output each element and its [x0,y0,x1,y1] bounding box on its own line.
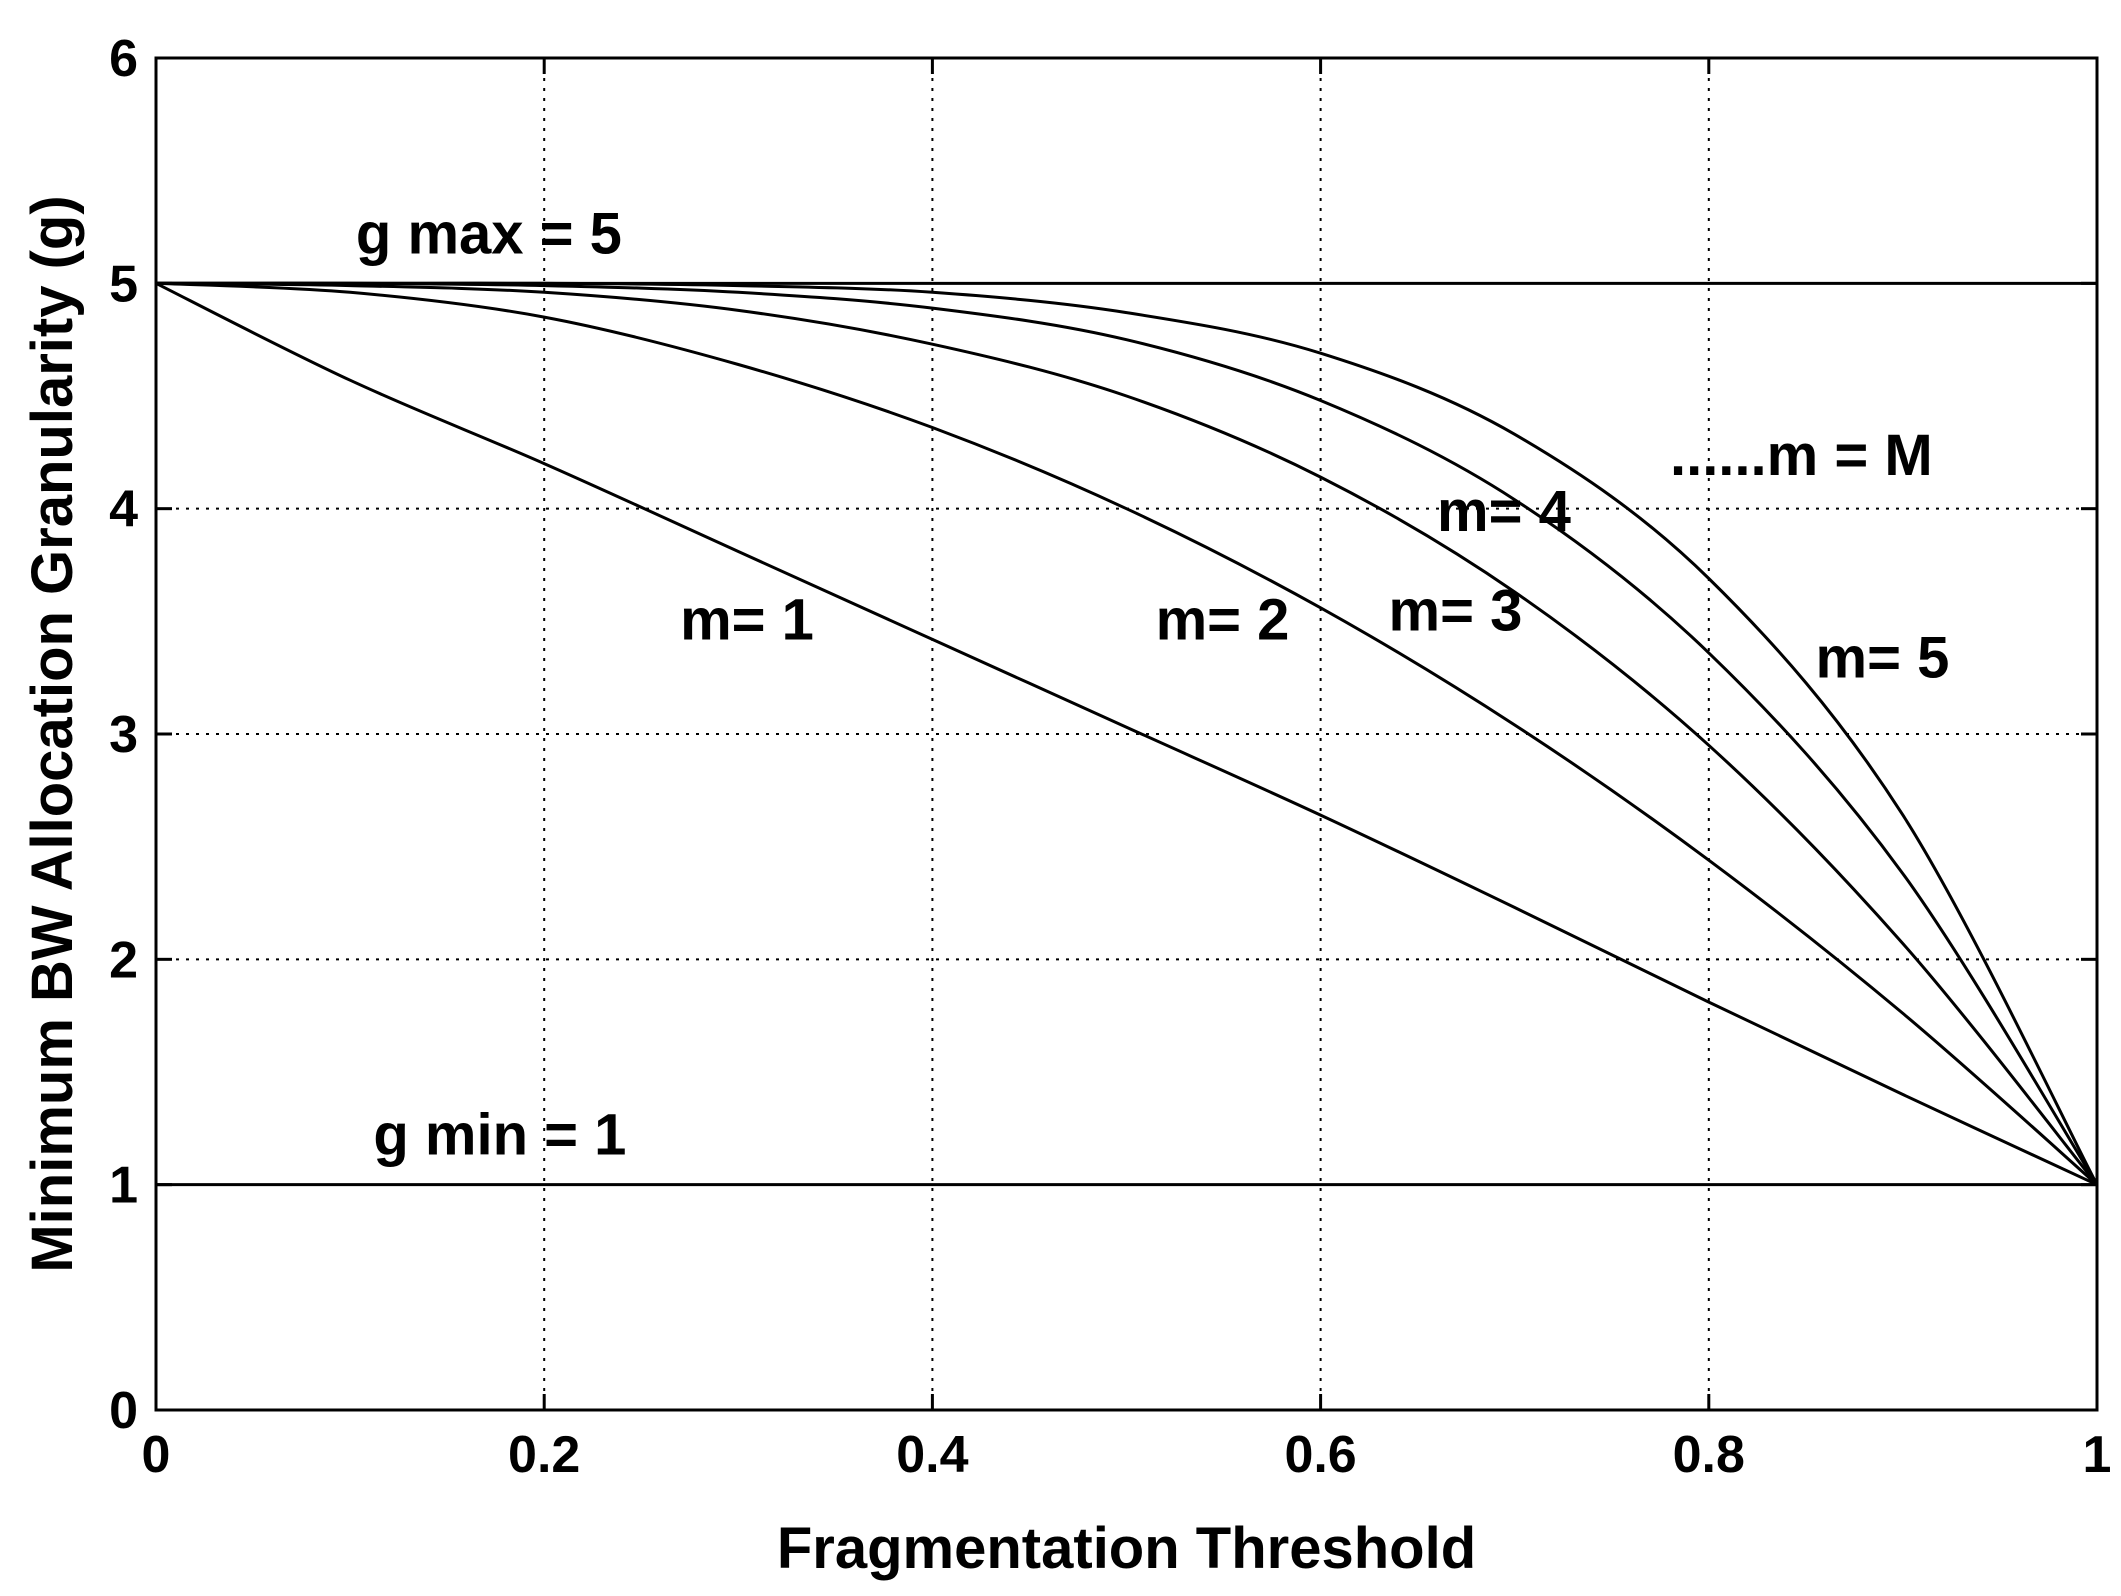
y-tick-label: 2 [109,931,138,989]
series-annotation: m= 4 [1437,479,1571,544]
series-annotation: m= 2 [1156,587,1290,652]
x-tick-label: 0.6 [1284,1426,1356,1484]
ticks: 0 0.2 0.4 0.6 0.8 1 0 1 2 3 4 5 6 [109,30,2111,1484]
y-tick-label: 4 [109,481,138,539]
y-axis-label: Minimum BW Allocation Granularity (g) [20,195,85,1272]
series-line-m3 [155,281,2099,1186]
y-tick-label: 5 [109,255,138,313]
series-line-m4 [155,281,2099,1186]
reference-line-label: g min = 1 [373,1103,626,1168]
x-tick-label: 0.4 [896,1426,968,1484]
y-tick-label: 0 [109,1382,138,1440]
series-annotation: ......m = M [1670,423,1933,488]
x-tick-label: 0.2 [508,1426,580,1484]
series-line-m1 [155,281,2098,1187]
series-annotation: m= 1 [680,587,814,652]
series-lines [155,281,2099,1187]
reference-line-label: g max = 5 [356,201,622,266]
series-annotation: m= 5 [1816,626,1950,691]
y-tick-label: 6 [109,30,138,88]
y-tick-label: 1 [109,1157,138,1215]
series-line-m2 [155,281,2098,1186]
x-axis-label: Fragmentation Threshold [777,1516,1476,1581]
x-tick-label: 1 [2083,1426,2112,1484]
y-tick-label: 3 [109,706,138,764]
x-tick-label: 0 [142,1426,171,1484]
annotations: g max = 5 g min = 1 ......m = M m= 4 m= 1 m= … [356,201,1949,1167]
series-line-m5 [156,281,2099,1186]
series-annotation: m= 3 [1389,578,1523,643]
x-tick-label: 0.8 [1673,1426,1745,1484]
